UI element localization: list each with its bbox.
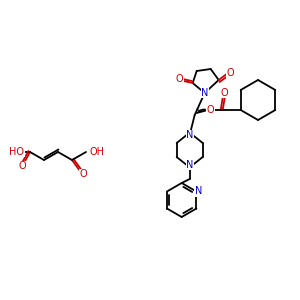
Text: N: N xyxy=(195,187,202,196)
Text: *: * xyxy=(196,108,200,114)
Text: O: O xyxy=(221,88,229,98)
Text: HO: HO xyxy=(10,147,25,157)
Text: O: O xyxy=(176,74,184,84)
Text: OH: OH xyxy=(90,147,105,157)
Text: N: N xyxy=(186,160,194,170)
Text: N: N xyxy=(186,130,194,140)
Text: O: O xyxy=(18,161,26,171)
Text: O: O xyxy=(207,105,214,115)
Text: O: O xyxy=(79,169,87,179)
Text: O: O xyxy=(227,68,235,78)
Text: N: N xyxy=(201,88,208,98)
